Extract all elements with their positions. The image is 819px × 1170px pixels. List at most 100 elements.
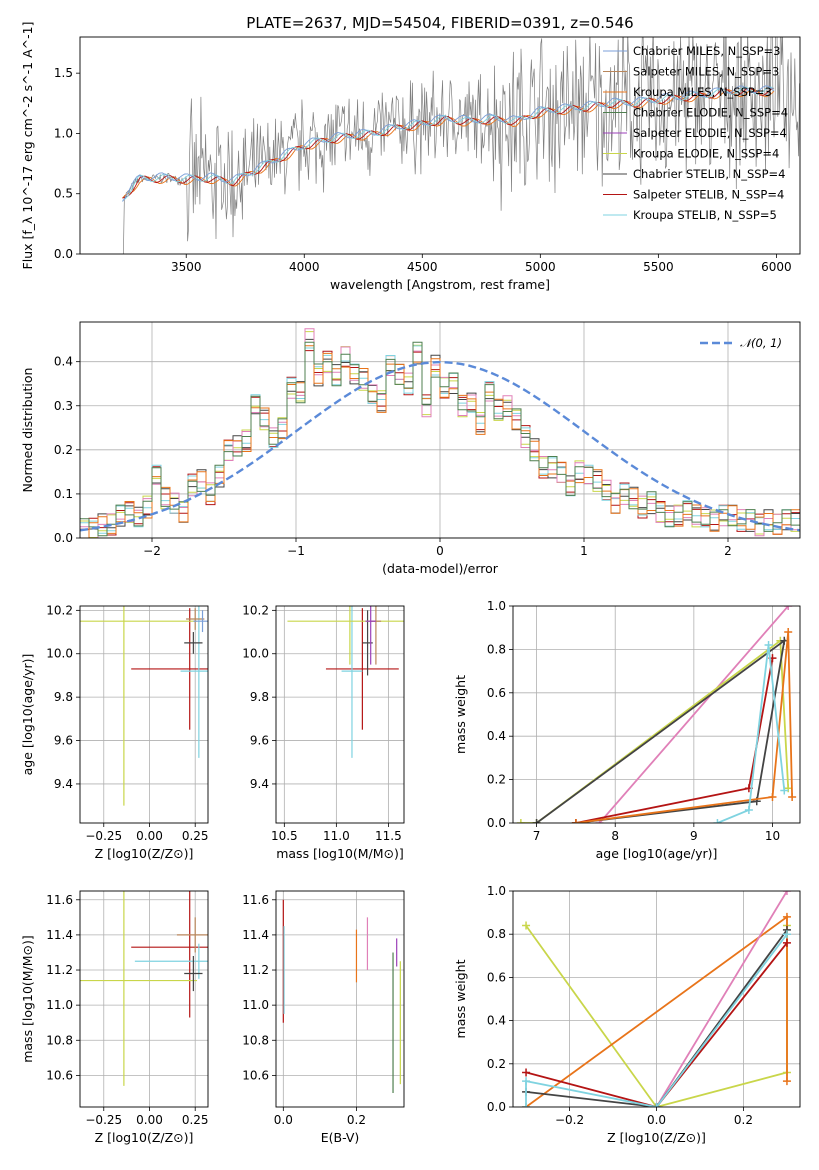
weight-marker bbox=[782, 938, 791, 947]
y-tick-label: 11.2 bbox=[242, 963, 269, 977]
weight-marker bbox=[768, 792, 777, 801]
y-tick-label: 9.4 bbox=[250, 777, 269, 791]
y-tick-label: 0.0 bbox=[487, 816, 506, 830]
weight-marker bbox=[516, 819, 525, 823]
y-tick-label: 0.8 bbox=[487, 927, 506, 941]
y-tick-label: 9.6 bbox=[54, 734, 73, 748]
x-tick-label: 10.5 bbox=[271, 829, 298, 843]
y-tick-label: 10.8 bbox=[242, 1033, 269, 1047]
x-tick-label: −0.25 bbox=[85, 829, 122, 843]
y-tick-label: 0.0 bbox=[487, 1100, 506, 1114]
panel-age-vs-mass: 10.5 11.0 11.5 9.4 9.6 9.8 10.0 10.2 mass [log10… bbox=[242, 603, 405, 861]
legend-label: 𝒩(0, 1) bbox=[740, 336, 782, 350]
residual-histogram bbox=[80, 331, 800, 538]
plot-area bbox=[122, 37, 800, 254]
y-tick-label: 11.6 bbox=[46, 893, 73, 907]
weight-line bbox=[655, 891, 788, 1107]
axes-frame bbox=[79, 321, 801, 539]
y-tick-label: 9.4 bbox=[54, 777, 73, 791]
x-tick-label: −2 bbox=[143, 544, 161, 558]
x-tick-label: 8 bbox=[611, 829, 619, 843]
weight-marker bbox=[784, 628, 793, 637]
y-tick-label: 0.6 bbox=[487, 970, 506, 984]
weight-marker bbox=[652, 1103, 661, 1107]
x-tick-label: 4500 bbox=[407, 260, 438, 274]
weight-line bbox=[525, 929, 788, 1107]
x-tick-label: 3500 bbox=[171, 260, 202, 274]
x-tick-label: −0.2 bbox=[555, 1113, 584, 1127]
y-tick-label: 9.6 bbox=[250, 734, 269, 748]
plot-area bbox=[80, 322, 800, 538]
residual-histogram bbox=[80, 328, 800, 538]
weight-marker bbox=[713, 819, 722, 823]
residual-histogram bbox=[80, 341, 800, 537]
x-axis-label: Z [log10(Z/Z⊙)] bbox=[95, 1130, 194, 1145]
x-tick-label: 9 bbox=[690, 829, 698, 843]
y-tick-label: 10.0 bbox=[46, 647, 73, 661]
y-tick-label: 1.0 bbox=[54, 126, 73, 140]
y-tick-label: 10.2 bbox=[46, 603, 73, 617]
x-tick-label: 1 bbox=[580, 544, 588, 558]
y-axis-label: mass weight bbox=[453, 675, 468, 754]
y-axis-label: mass [log10(M/M⊙)] bbox=[20, 935, 35, 1063]
weight-marker bbox=[532, 819, 541, 823]
weight-marker bbox=[784, 606, 793, 610]
x-tick-label: 10 bbox=[765, 829, 780, 843]
weight-line bbox=[717, 644, 786, 823]
panel-mass-vs-Z: −0.25 0.00 0.25 10.6 10.8 11.0 11.2 11.4 11.6 Z [… bbox=[20, 890, 209, 1145]
weight-line bbox=[536, 638, 786, 823]
weight-marker bbox=[788, 792, 797, 801]
y-tick-label: 11.2 bbox=[46, 963, 73, 977]
y-tick-label: 9.8 bbox=[54, 690, 73, 704]
legend-label: Chabrier ELODIE, N_SSP=4 bbox=[633, 106, 788, 120]
weight-marker bbox=[782, 912, 791, 921]
x-tick-label: 5500 bbox=[643, 260, 674, 274]
y-tick-label: 10.0 bbox=[242, 647, 269, 661]
y-tick-label: 1.5 bbox=[54, 66, 73, 80]
y-tick-label: 10.6 bbox=[46, 1068, 73, 1082]
x-tick-label: 0.00 bbox=[136, 1113, 163, 1127]
x-axis-label: Z [log10(Z/Z⊙)] bbox=[607, 1130, 706, 1145]
x-tick-label: 0.00 bbox=[136, 829, 163, 843]
y-tick-label: 0.4 bbox=[487, 729, 506, 743]
weight-line bbox=[525, 933, 788, 1107]
panel-spectrum: 3500 4000 4500 5000 5500 6000 0.0 0.5 1.0 1.5 wave… bbox=[20, 22, 801, 292]
y-tick-label: 0.2 bbox=[487, 773, 506, 787]
weight-line bbox=[575, 657, 774, 823]
legend-label: Kroupa MILES, N_SSP=3 bbox=[633, 85, 772, 99]
x-tick-label: 5000 bbox=[525, 260, 556, 274]
x-tick-label: 0 bbox=[436, 544, 444, 558]
legend-label: Chabrier MILES, N_SSP=3 bbox=[633, 44, 780, 58]
y-tick-label: 0.2 bbox=[54, 443, 73, 457]
residual-histogram bbox=[80, 345, 800, 538]
weight-line bbox=[520, 638, 790, 823]
x-tick-label: 0.0 bbox=[274, 1113, 293, 1127]
x-tick-label: 4000 bbox=[289, 260, 320, 274]
y-tick-label: 10.2 bbox=[242, 603, 269, 617]
legend-label: Kroupa STELIB, N_SSP=5 bbox=[633, 208, 777, 222]
x-tick-label: 0.2 bbox=[347, 1113, 366, 1127]
gaussian-curve bbox=[80, 360, 800, 532]
weight-marker bbox=[782, 930, 791, 939]
x-tick-label: 7 bbox=[533, 829, 541, 843]
x-axis-label: wavelength [Angstrom, rest frame] bbox=[330, 277, 550, 292]
y-axis-label: Normed distribution bbox=[20, 368, 35, 493]
weight-marker bbox=[782, 1077, 791, 1086]
panel-weight-vs-Z: −0.2 0.0 0.2 0.0 0.2 0.4 0.6 0.8 1.0 Z [log10(Z/Z… bbox=[453, 884, 801, 1145]
x-tick-label: 6000 bbox=[761, 260, 792, 274]
axes-frame bbox=[79, 605, 209, 824]
weight-marker bbox=[782, 891, 791, 895]
weight-marker bbox=[780, 786, 789, 795]
axes-frame bbox=[512, 605, 801, 824]
axes-frame bbox=[79, 36, 801, 255]
weight-line bbox=[525, 942, 788, 1107]
y-tick-label: 0.6 bbox=[487, 686, 506, 700]
legend-label: Kroupa ELODIE, N_SSP=4 bbox=[633, 147, 779, 161]
legend-label: Chabrier STELIB, N_SSP=4 bbox=[633, 167, 785, 181]
panel-weight-vs-age: 7 8 9 10 0.0 0.2 0.4 0.6 0.8 1.0 age [log10(age/yr… bbox=[453, 599, 801, 861]
residual-histogram bbox=[80, 345, 800, 537]
x-axis-label: Z [log10(Z/Z⊙)] bbox=[95, 846, 194, 861]
x-tick-label: 2 bbox=[724, 544, 732, 558]
weight-marker bbox=[744, 805, 753, 814]
